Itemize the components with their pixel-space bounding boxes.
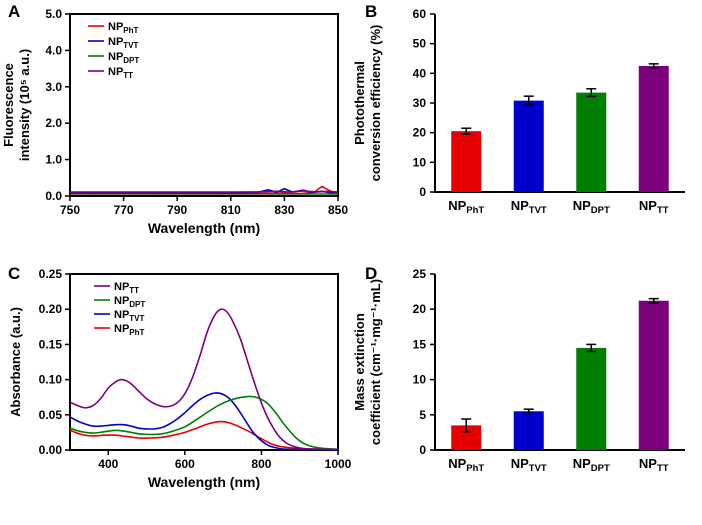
- panel-b: B 0 10 20 30 40 50 60 NPPhT NPTVT NPDPT NPTT Photot…: [351, 0, 702, 262]
- svg-text:0: 0: [419, 185, 426, 199]
- svg-text:intensity (10⁵ a.u.): intensity (10⁵ a.u.): [17, 49, 32, 161]
- svg-text:0.20: 0.20: [39, 302, 63, 316]
- panel-d-label: D: [365, 264, 378, 283]
- panel-a-fluorescence-line-chart: 750 770 790 810 830 850 0.0 1.0 2.0 3.0 4.0 5.0 Fluo…: [1, 7, 348, 236]
- svg-text:NPPhT: NPPhT: [448, 456, 484, 474]
- svg-text:400: 400: [98, 457, 118, 471]
- svg-text:Photothermal: Photothermal: [352, 61, 367, 145]
- svg-text:conversion efficiency (%): conversion efficiency (%): [368, 25, 383, 182]
- svg-text:750: 750: [60, 203, 80, 217]
- svg-text:5: 5: [419, 408, 426, 422]
- svg-text:NPTT: NPTT: [639, 198, 669, 216]
- svg-text:coefficient (cm⁻¹·mg⁻¹·mL): coefficient (cm⁻¹·mg⁻¹·mL): [368, 279, 383, 445]
- svg-text:30: 30: [413, 96, 427, 110]
- svg-text:NPTVT: NPTVT: [511, 456, 547, 474]
- svg-text:790: 790: [167, 203, 187, 217]
- svg-text:20: 20: [413, 302, 427, 316]
- panel-d: D 0 5 10 15 20 25 NPPhT NPTVT NPDPT NPTT Mass exti…: [351, 262, 702, 525]
- svg-text:0.0: 0.0: [45, 189, 62, 203]
- svg-text:15: 15: [413, 337, 427, 351]
- svg-text:40: 40: [413, 66, 427, 80]
- panel-b-photothermal-bar-chart: 0 10 20 30 40 50 60 NPPhT NPTVT NPDPT NPTT Photothe…: [352, 7, 685, 216]
- panel-a-label: A: [8, 2, 21, 21]
- svg-text:Fluorescence: Fluorescence: [1, 63, 16, 147]
- panel-d-mass-extinction-bar-chart: 0 5 10 15 20 25 NPPhT NPTVT NPDPT NPTT Mass extinc…: [352, 267, 685, 474]
- svg-text:Wavelength (nm): Wavelength (nm): [148, 220, 260, 236]
- svg-text:NPTVT: NPTVT: [114, 309, 145, 323]
- svg-text:NPTVT: NPTVT: [511, 198, 547, 216]
- svg-text:1000: 1000: [325, 457, 351, 471]
- svg-text:4.0: 4.0: [45, 43, 62, 57]
- svg-text:NPTT: NPTT: [108, 66, 133, 80]
- svg-text:0: 0: [419, 443, 426, 457]
- svg-text:0.05: 0.05: [39, 408, 63, 422]
- panel-c-absorbance-line-chart: 400 600 800 1000 0.00 0.05 0.10 0.15 0.20 0.25 Abs…: [8, 267, 351, 490]
- svg-text:3.0: 3.0: [45, 80, 62, 94]
- svg-text:0.00: 0.00: [39, 443, 63, 457]
- svg-text:20: 20: [413, 126, 427, 140]
- svg-text:600: 600: [175, 457, 195, 471]
- svg-text:NPTVT: NPTVT: [108, 36, 139, 50]
- svg-text:NPDPT: NPDPT: [573, 198, 610, 216]
- svg-text:0.10: 0.10: [39, 373, 63, 387]
- svg-text:60: 60: [413, 7, 427, 21]
- svg-text:0.25: 0.25: [39, 267, 63, 281]
- svg-text:Wavelength (nm): Wavelength (nm): [148, 474, 260, 490]
- panel-b-label: B: [365, 2, 378, 21]
- svg-text:10: 10: [413, 373, 427, 387]
- svg-text:0.15: 0.15: [39, 337, 63, 351]
- panel-a: A 750 770 790 810 830 850 0.0 1.0 2.0 3.0 4.0 5.0 Fl…: [0, 0, 351, 262]
- svg-text:5.0: 5.0: [45, 7, 62, 21]
- svg-text:NPDPT: NPDPT: [108, 51, 139, 65]
- svg-text:NPPhT: NPPhT: [114, 323, 145, 337]
- svg-text:NPPhT: NPPhT: [448, 198, 484, 216]
- svg-text:810: 810: [221, 203, 241, 217]
- svg-text:10: 10: [413, 155, 427, 169]
- svg-text:NPTT: NPTT: [639, 456, 669, 474]
- svg-text:850: 850: [328, 203, 348, 217]
- svg-text:1.0: 1.0: [45, 153, 62, 167]
- svg-text:2.0: 2.0: [45, 116, 62, 130]
- svg-text:Absorbance (a.u.): Absorbance (a.u.): [8, 307, 23, 417]
- svg-text:50: 50: [413, 37, 427, 51]
- svg-text:800: 800: [251, 457, 271, 471]
- svg-text:25: 25: [413, 267, 427, 281]
- panel-c: C 400 600 800 1000 0.00 0.05 0.10 0.15 0.20 0.25 A…: [0, 262, 351, 525]
- svg-text:830: 830: [274, 203, 294, 217]
- panel-c-label: C: [8, 264, 21, 283]
- svg-text:Mass extinction: Mass extinction: [352, 313, 367, 411]
- svg-text:NPPhT: NPPhT: [108, 21, 139, 35]
- svg-text:770: 770: [114, 203, 134, 217]
- svg-text:NPTT: NPTT: [114, 281, 139, 295]
- svg-text:NPDPT: NPDPT: [114, 295, 145, 309]
- svg-text:NPDPT: NPDPT: [573, 456, 610, 474]
